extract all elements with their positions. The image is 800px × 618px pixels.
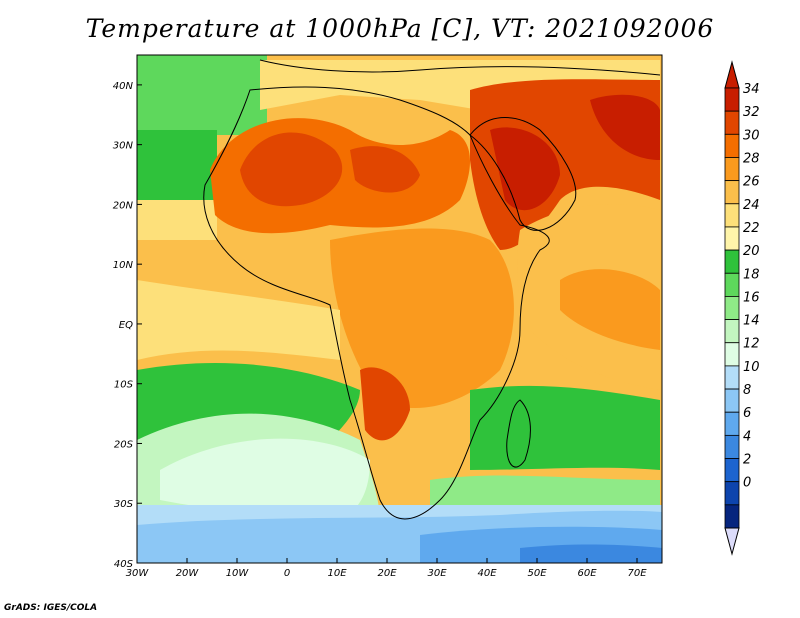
arabia-coastline bbox=[469, 117, 577, 231]
colorbar-segment bbox=[724, 157, 740, 182]
colorbar-segment bbox=[724, 504, 740, 529]
colorbar-label: 34 bbox=[743, 82, 760, 97]
lat-tick-label: 20S bbox=[114, 439, 134, 450]
colorbar-segment bbox=[724, 203, 740, 228]
colorbar-segment bbox=[724, 180, 740, 205]
colorbar-label: 24 bbox=[743, 198, 760, 213]
colorbar-segment bbox=[724, 458, 740, 483]
lon-tick-label: 20W bbox=[176, 568, 200, 579]
lat-tick-label: EQ bbox=[119, 320, 133, 331]
field-atlantic-tropics bbox=[137, 200, 217, 240]
latitude-axis: 40N 30N 20N 10N EQ 10S 20S 30S 40S bbox=[113, 81, 142, 570]
colorbar-label: 20 bbox=[743, 244, 760, 259]
lon-tick-label: 10W bbox=[226, 568, 250, 579]
colorbar-label: 2 bbox=[743, 453, 751, 468]
colorbar-segment bbox=[724, 481, 740, 506]
lat-tick-label: 10N bbox=[113, 260, 134, 271]
colorbar-segment bbox=[724, 110, 740, 135]
colorbar-segment bbox=[724, 87, 740, 112]
colorbar-segment bbox=[724, 272, 740, 297]
colorbar-label: 6 bbox=[743, 406, 751, 421]
field-south-indian-green bbox=[470, 385, 660, 470]
colorbar-label: 16 bbox=[743, 290, 760, 305]
colorbar-segment bbox=[724, 434, 740, 459]
colorbar-segment bbox=[724, 365, 740, 390]
colorbar-min-triangle bbox=[724, 527, 740, 556]
colorbar-segment bbox=[724, 296, 740, 320]
lon-tick-label: 0 bbox=[284, 568, 290, 579]
colorbar-label: 10 bbox=[743, 360, 760, 375]
colorbar-segment bbox=[724, 249, 740, 274]
colorbar-segment bbox=[724, 342, 740, 367]
colorbar-label: 18 bbox=[743, 267, 760, 282]
colorbar-label: 12 bbox=[743, 337, 760, 352]
colorbar-label: 26 bbox=[743, 175, 760, 190]
colorbar-label: 28 bbox=[743, 151, 760, 166]
europe-coastline bbox=[259, 59, 661, 76]
colorbar-label: 22 bbox=[743, 221, 760, 236]
lat-tick-label: 40N bbox=[113, 81, 134, 92]
colorbar-segment bbox=[724, 411, 740, 436]
colorbar-segment bbox=[724, 319, 740, 344]
colorbar-label: 14 bbox=[743, 314, 760, 329]
field-central-africa bbox=[330, 228, 514, 409]
lat-tick-label: 40S bbox=[114, 559, 134, 570]
field-angola-hot bbox=[360, 367, 410, 441]
temperature-map: 30W 20W 10W 0 10E 20E 30E 40E 50E 60E 70E 40N30N20… bbox=[113, 54, 760, 579]
lon-tick-label: 60E bbox=[577, 568, 597, 579]
lon-tick-label: 30W bbox=[126, 568, 150, 579]
colorbar-label: 32 bbox=[743, 105, 760, 120]
field-central-sahara-hot bbox=[350, 146, 420, 193]
colorbar-label: 30 bbox=[743, 128, 760, 143]
grads-credit: GrADS: IGES/COLA bbox=[4, 603, 98, 613]
field-north-atlantic bbox=[137, 55, 267, 135]
lon-tick-label: 20E bbox=[377, 568, 397, 579]
lat-tick-label: 30N bbox=[113, 141, 134, 152]
lat-tick-label: 30S bbox=[114, 499, 134, 510]
lon-tick-label: 70E bbox=[627, 568, 647, 579]
colorbar-segment bbox=[724, 226, 740, 251]
colorbar-label: 0 bbox=[743, 476, 751, 491]
temperature-field bbox=[137, 55, 662, 563]
map-frame bbox=[136, 54, 663, 564]
colorbar-label: 8 bbox=[743, 383, 751, 398]
field-southern-ocean-coldest bbox=[520, 544, 662, 563]
field-south-atlantic-cooler bbox=[160, 438, 370, 520]
field-west-sahara-hot bbox=[240, 132, 343, 207]
coastlines bbox=[203, 59, 661, 520]
colorbar-segment bbox=[724, 388, 740, 413]
field-canary-current bbox=[137, 130, 217, 205]
lat-tick-label: 20N bbox=[113, 200, 134, 211]
lon-tick-label: 30E bbox=[427, 568, 447, 579]
madagascar-coastline bbox=[506, 399, 531, 468]
colorbar-max-triangle bbox=[724, 60, 740, 89]
field-arabia-hottest bbox=[490, 127, 560, 211]
lon-tick-label: 40E bbox=[477, 568, 497, 579]
field-gulf-of-guinea bbox=[137, 280, 340, 360]
field-indian-ocean-warm bbox=[560, 269, 660, 350]
map-title: Temperature at 1000hPa [C], VT: 20210920… bbox=[85, 14, 715, 43]
longitude-axis: 30W 20W 10W 0 10E 20E 30E 40E 50E 60E 70E bbox=[126, 558, 647, 579]
colorbar-segment bbox=[724, 133, 740, 158]
colorbar-label: 4 bbox=[743, 429, 751, 444]
lat-tick-label: 10S bbox=[114, 380, 134, 391]
lon-tick-label: 10E bbox=[327, 568, 347, 579]
field-iran-hottest bbox=[590, 94, 660, 160]
lon-tick-label: 50E bbox=[527, 568, 547, 579]
